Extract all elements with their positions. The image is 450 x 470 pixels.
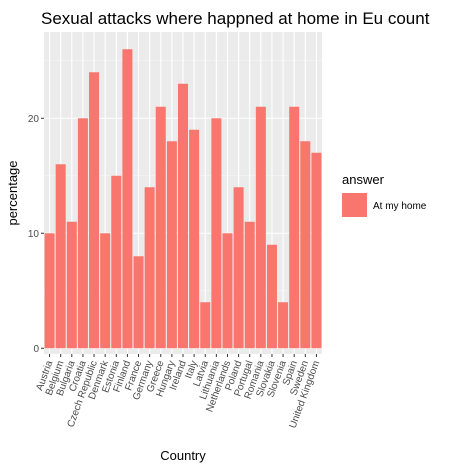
y-tick-label: 0 (33, 344, 39, 355)
bar-romania (255, 106, 266, 349)
y-axis-ticks: 0 10 20 (28, 114, 44, 355)
bar-united-kingdom (311, 152, 322, 349)
bar-belgium (55, 164, 66, 349)
bar-finland (122, 49, 133, 349)
y-tick-label: 20 (28, 114, 40, 125)
bar-group (44, 49, 322, 349)
bar-latvia (200, 302, 211, 349)
bar-italy (189, 129, 200, 349)
bar-lithuania (211, 118, 222, 349)
bar-sweden (300, 141, 311, 349)
chart-title: Sexual attacks where happned at home in … (41, 9, 430, 28)
bar-spain (289, 106, 300, 349)
bar-greece (155, 106, 166, 349)
bar-hungary (166, 141, 177, 349)
bar-germany (144, 187, 155, 349)
x-axis-title: Country (160, 448, 206, 463)
bar-austria (44, 233, 55, 349)
legend: answer At my home (342, 172, 427, 217)
bar-bulgaria (66, 221, 77, 349)
bar-poland (233, 187, 244, 349)
bar-slovakia (266, 244, 277, 349)
bar-ireland (177, 83, 189, 349)
legend-title: answer (342, 172, 385, 187)
bar-netherlands (222, 233, 233, 349)
bar-portugal (244, 221, 255, 349)
bar-denmark (100, 233, 111, 349)
bar-czech-republic (89, 72, 100, 349)
bar-france (133, 256, 144, 349)
bar-estonia (111, 175, 122, 349)
y-tick-label: 10 (28, 229, 40, 240)
legend-key-at-my-home (342, 193, 367, 217)
y-axis-title: percentage (5, 160, 20, 225)
bar-slovenia (278, 302, 289, 349)
legend-label-at-my-home: At my home (373, 201, 427, 212)
bar-croatia (77, 118, 88, 349)
